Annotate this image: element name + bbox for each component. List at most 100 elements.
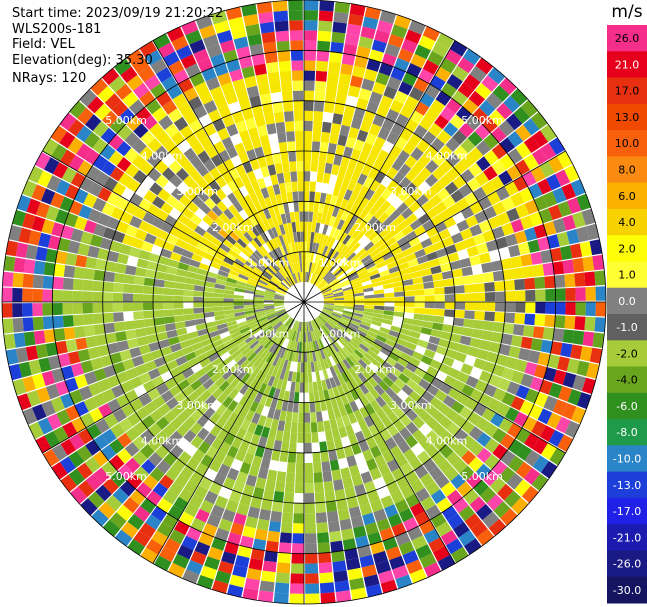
velocity-cell bbox=[552, 261, 565, 275]
velocity-cell bbox=[341, 177, 351, 189]
velocity-cell bbox=[304, 362, 308, 373]
velocity-cell bbox=[176, 423, 190, 437]
velocity-cell bbox=[255, 369, 264, 381]
velocity-cell bbox=[356, 266, 367, 275]
velocity-cell bbox=[332, 185, 341, 197]
velocity-cell bbox=[349, 214, 359, 226]
velocity-cell bbox=[379, 10, 397, 24]
velocity-cell bbox=[468, 426, 484, 441]
velocity-cell bbox=[228, 346, 239, 356]
velocity-cell bbox=[338, 426, 348, 438]
velocity-cell bbox=[362, 314, 373, 320]
velocity-cell bbox=[434, 114, 449, 130]
velocity-cell bbox=[414, 511, 430, 526]
velocity-cell bbox=[293, 341, 298, 352]
velocity-cell bbox=[406, 378, 418, 391]
velocity-cell bbox=[333, 375, 341, 387]
velocity-cell bbox=[107, 398, 121, 413]
velocity-cell bbox=[333, 308, 344, 313]
velocity-cell bbox=[261, 570, 276, 583]
velocity-cell bbox=[507, 148, 523, 164]
velocity-cell bbox=[434, 474, 450, 489]
velocity-cell bbox=[361, 427, 373, 440]
velocity-cell bbox=[423, 314, 435, 322]
velocity-cell bbox=[451, 400, 465, 414]
velocity-cell bbox=[310, 262, 315, 273]
velocity-cell bbox=[540, 461, 558, 479]
colorbar-tick-label: 0.0 bbox=[618, 295, 636, 308]
velocity-cell bbox=[222, 454, 235, 468]
velocity-cell bbox=[413, 313, 425, 321]
velocity-cell bbox=[293, 503, 304, 514]
velocity-cell bbox=[397, 150, 410, 164]
velocity-cell bbox=[315, 80, 327, 92]
velocity-cell bbox=[340, 198, 349, 210]
velocity-cell bbox=[521, 485, 539, 504]
velocity-cell bbox=[317, 161, 326, 173]
velocity-cell bbox=[275, 367, 283, 379]
velocity-cell bbox=[434, 221, 448, 233]
velocity-cell bbox=[310, 422, 318, 433]
velocity-cell bbox=[507, 131, 524, 148]
velocity-cell bbox=[321, 286, 331, 293]
velocity-cell bbox=[366, 100, 379, 114]
velocity-cell bbox=[278, 313, 288, 320]
velocity-cell bbox=[326, 152, 335, 164]
velocity-cell bbox=[393, 231, 405, 242]
velocity-cell bbox=[304, 231, 308, 242]
velocity-cell bbox=[433, 280, 445, 288]
velocity-cell bbox=[312, 340, 317, 352]
velocity-cell bbox=[310, 273, 315, 284]
velocity-cell bbox=[340, 316, 351, 323]
velocity-cell bbox=[251, 367, 261, 378]
velocity-cell bbox=[366, 58, 381, 72]
velocity-cell bbox=[427, 50, 444, 66]
velocity-cell bbox=[522, 265, 535, 278]
velocity-cell bbox=[336, 208, 345, 220]
velocity-cell bbox=[454, 240, 467, 252]
velocity-cell bbox=[317, 328, 325, 338]
velocity-cell bbox=[286, 360, 292, 371]
velocity-cell bbox=[234, 337, 245, 346]
velocity-cell bbox=[315, 317, 323, 327]
velocity-cell bbox=[481, 181, 496, 196]
velocity-cell bbox=[343, 105, 356, 117]
velocity-cell bbox=[422, 372, 435, 384]
velocity-cell bbox=[306, 251, 310, 262]
velocity-cell bbox=[352, 312, 364, 318]
velocity-cell bbox=[337, 322, 348, 330]
velocity-cell bbox=[354, 361, 365, 373]
velocity-cell bbox=[487, 67, 506, 85]
velocity-cell bbox=[309, 392, 315, 403]
colorbar-tick-label: 13.0 bbox=[615, 111, 640, 124]
velocity-cell bbox=[575, 287, 586, 301]
velocity-cell bbox=[138, 393, 152, 407]
velocity-cell bbox=[323, 389, 331, 401]
velocity-cell bbox=[323, 306, 334, 310]
velocity-cell bbox=[291, 371, 297, 383]
velocity-cell bbox=[345, 236, 355, 248]
velocity-cell bbox=[250, 548, 265, 561]
velocity-cell bbox=[342, 477, 354, 489]
velocity-cell bbox=[395, 454, 409, 468]
velocity-cell bbox=[277, 311, 287, 318]
velocity-cell bbox=[203, 343, 215, 353]
velocity-cell bbox=[473, 233, 486, 246]
velocity-cell bbox=[345, 356, 355, 367]
velocity-cell bbox=[396, 202, 409, 214]
velocity-cell bbox=[572, 211, 586, 228]
velocity-cell bbox=[362, 16, 379, 30]
velocity-cell bbox=[501, 333, 513, 346]
velocity-cell bbox=[267, 364, 276, 376]
velocity-cell bbox=[485, 292, 496, 302]
velocity-cell bbox=[398, 401, 411, 414]
velocity-cell bbox=[322, 308, 333, 313]
velocity-cell bbox=[322, 309, 333, 315]
velocity-cell bbox=[318, 20, 333, 32]
velocity-cell bbox=[401, 322, 413, 331]
velocity-cell bbox=[320, 131, 331, 143]
velocity-cell bbox=[354, 298, 365, 302]
velocity-cell bbox=[510, 256, 523, 269]
velocity-cell bbox=[419, 116, 434, 131]
velocity-cell bbox=[532, 437, 549, 455]
